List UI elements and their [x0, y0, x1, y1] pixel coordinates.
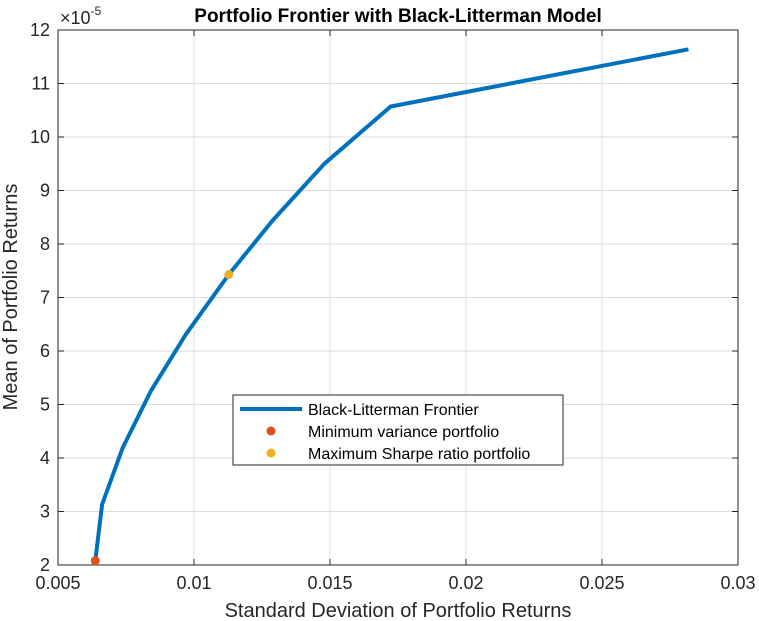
- x-tick-label: 0.015: [307, 573, 352, 593]
- y-tick-label: 12: [30, 20, 50, 40]
- legend-swatch-max-sharpe: [266, 448, 276, 458]
- legend-label-max-sharpe: Maximum Sharpe ratio portfolio: [308, 446, 530, 463]
- x-tick-label: 0.005: [35, 573, 80, 593]
- max-sharpe-point: [224, 269, 234, 279]
- legend-box: [232, 394, 564, 466]
- chart-title: Portfolio Frontier with Black-Litterman …: [194, 6, 601, 27]
- y-tick-label: 5: [40, 395, 50, 415]
- legend-swatch-min-variance: [266, 426, 276, 436]
- y-tick-label: 9: [40, 181, 50, 201]
- series-layer: [90, 47, 689, 566]
- x-axis-label: Standard Deviation of Portfolio Returns: [225, 600, 572, 621]
- x-tick-label: 0.01: [176, 573, 211, 593]
- x-tick-label: 0.025: [579, 573, 624, 593]
- legend-label-min-variance: Minimum variance portfolio: [308, 424, 499, 441]
- y-tick-label: 2: [40, 555, 50, 575]
- x-tick-labels: 0.005 0.01 0.015 0.02 0.025 0.03: [35, 573, 755, 593]
- y-tick-label: 6: [40, 341, 50, 361]
- y-tick-label: 7: [40, 288, 50, 308]
- y-exponent-label: ×10-5: [60, 4, 102, 28]
- y-exponent-base: ×10: [60, 8, 91, 28]
- frontier-line: [93, 47, 689, 561]
- y-tick-label: 10: [30, 127, 50, 147]
- y-tick-label: 11: [31, 74, 50, 94]
- y-axis-label: Mean of Portfolio Returns: [0, 184, 22, 411]
- legend-label-frontier: Black-Litterman Frontier: [308, 402, 479, 419]
- y-tick-label: 4: [40, 448, 50, 468]
- x-tick-label: 0.03: [720, 573, 755, 593]
- y-tick-label: 8: [40, 234, 50, 254]
- x-tick-label: 0.02: [448, 573, 483, 593]
- y-exponent-power: -5: [91, 4, 102, 18]
- min-variance-point: [90, 556, 100, 566]
- legend: Black-Litterman Frontier Minimum varianc…: [232, 394, 564, 466]
- ticks: [57, 29, 739, 566]
- y-tick-labels: 2 3 4 5 6 7 8 9 10 11 12: [30, 20, 50, 575]
- y-tick-label: 3: [40, 502, 50, 522]
